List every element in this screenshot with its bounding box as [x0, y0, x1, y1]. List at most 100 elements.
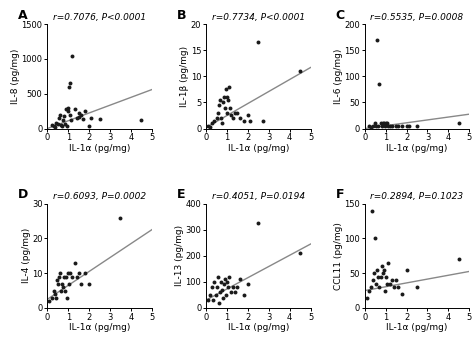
- Point: [399, 291, 406, 297]
- Point: [217, 279, 225, 285]
- Point: [377, 120, 384, 126]
- Point: [68, 117, 75, 123]
- Point: [384, 260, 392, 265]
- X-axis label: IL-1α (pg/mg): IL-1α (pg/mg): [69, 323, 130, 332]
- Y-axis label: IL-1β (pg/mg): IL-1β (pg/mg): [181, 46, 190, 107]
- Point: [213, 115, 220, 121]
- Point: [57, 288, 65, 293]
- Point: [228, 290, 235, 295]
- Point: [223, 94, 231, 100]
- Point: [232, 290, 239, 295]
- Y-axis label: IL-6 (pg/mg): IL-6 (pg/mg): [334, 49, 343, 104]
- Point: [210, 118, 218, 124]
- Point: [51, 291, 58, 297]
- Point: [207, 292, 214, 298]
- Point: [64, 105, 72, 110]
- Point: [229, 284, 237, 290]
- Point: [221, 105, 229, 110]
- Point: [50, 124, 57, 129]
- Point: [381, 123, 389, 129]
- Point: [388, 277, 396, 283]
- Point: [365, 123, 373, 129]
- Point: [379, 120, 386, 126]
- Point: [65, 84, 73, 90]
- Title: r=0.6093, P=0.0002: r=0.6093, P=0.0002: [53, 192, 146, 201]
- Point: [73, 274, 81, 280]
- Point: [65, 281, 73, 286]
- Point: [222, 292, 230, 298]
- Point: [69, 274, 76, 280]
- Point: [50, 288, 57, 293]
- Y-axis label: CCL11 (pg/mg): CCL11 (pg/mg): [334, 222, 343, 290]
- Point: [236, 115, 243, 121]
- Point: [363, 295, 371, 300]
- Point: [54, 121, 62, 127]
- Point: [229, 115, 237, 121]
- Point: [376, 81, 383, 87]
- Point: [77, 112, 84, 117]
- Point: [399, 123, 406, 129]
- Point: [390, 284, 398, 290]
- Title: r=0.7734, P<0.0001: r=0.7734, P<0.0001: [212, 13, 305, 22]
- Point: [207, 124, 214, 130]
- Text: A: A: [18, 9, 28, 21]
- Point: [217, 115, 225, 121]
- Point: [53, 277, 61, 283]
- Point: [204, 123, 212, 129]
- Point: [380, 267, 387, 272]
- X-axis label: IL-1α (pg/mg): IL-1α (pg/mg): [386, 144, 448, 153]
- Point: [216, 290, 223, 295]
- Point: [382, 120, 390, 126]
- Point: [214, 110, 221, 116]
- Point: [373, 281, 380, 286]
- Point: [244, 282, 252, 287]
- Point: [85, 281, 93, 286]
- Point: [64, 271, 72, 276]
- Point: [244, 113, 252, 118]
- Point: [403, 123, 410, 129]
- Point: [61, 288, 69, 293]
- Point: [55, 274, 63, 280]
- Point: [218, 287, 226, 292]
- Point: [236, 276, 243, 282]
- Point: [225, 274, 233, 280]
- Point: [372, 120, 379, 126]
- Point: [58, 281, 66, 286]
- Point: [57, 122, 65, 128]
- Point: [75, 110, 82, 115]
- Point: [66, 81, 74, 86]
- Point: [209, 284, 216, 290]
- Point: [64, 108, 72, 114]
- Point: [374, 267, 381, 272]
- Point: [209, 120, 216, 126]
- Point: [51, 124, 58, 130]
- Point: [60, 113, 68, 119]
- Point: [394, 123, 402, 129]
- Point: [64, 123, 71, 128]
- Point: [232, 110, 239, 116]
- Point: [219, 295, 227, 300]
- Point: [255, 40, 262, 45]
- Point: [137, 117, 145, 123]
- Title: r=0.2894, P=0.1023: r=0.2894, P=0.1023: [371, 192, 464, 201]
- Point: [79, 117, 87, 122]
- Point: [52, 120, 60, 126]
- Point: [81, 108, 89, 114]
- Point: [455, 256, 463, 262]
- Point: [392, 123, 400, 129]
- Point: [376, 284, 383, 290]
- X-axis label: IL-1α (pg/mg): IL-1α (pg/mg): [386, 323, 448, 332]
- Point: [403, 267, 410, 272]
- Point: [117, 215, 124, 220]
- Point: [374, 274, 382, 280]
- Point: [66, 271, 74, 276]
- Y-axis label: IL-4 (pg/mg): IL-4 (pg/mg): [21, 228, 30, 283]
- Point: [413, 284, 421, 290]
- Point: [378, 123, 385, 129]
- Point: [61, 121, 69, 126]
- Point: [56, 271, 64, 276]
- Point: [240, 292, 247, 298]
- Point: [368, 208, 376, 213]
- Title: r=0.4051, P=0.0194: r=0.4051, P=0.0194: [212, 192, 305, 201]
- Point: [52, 295, 60, 300]
